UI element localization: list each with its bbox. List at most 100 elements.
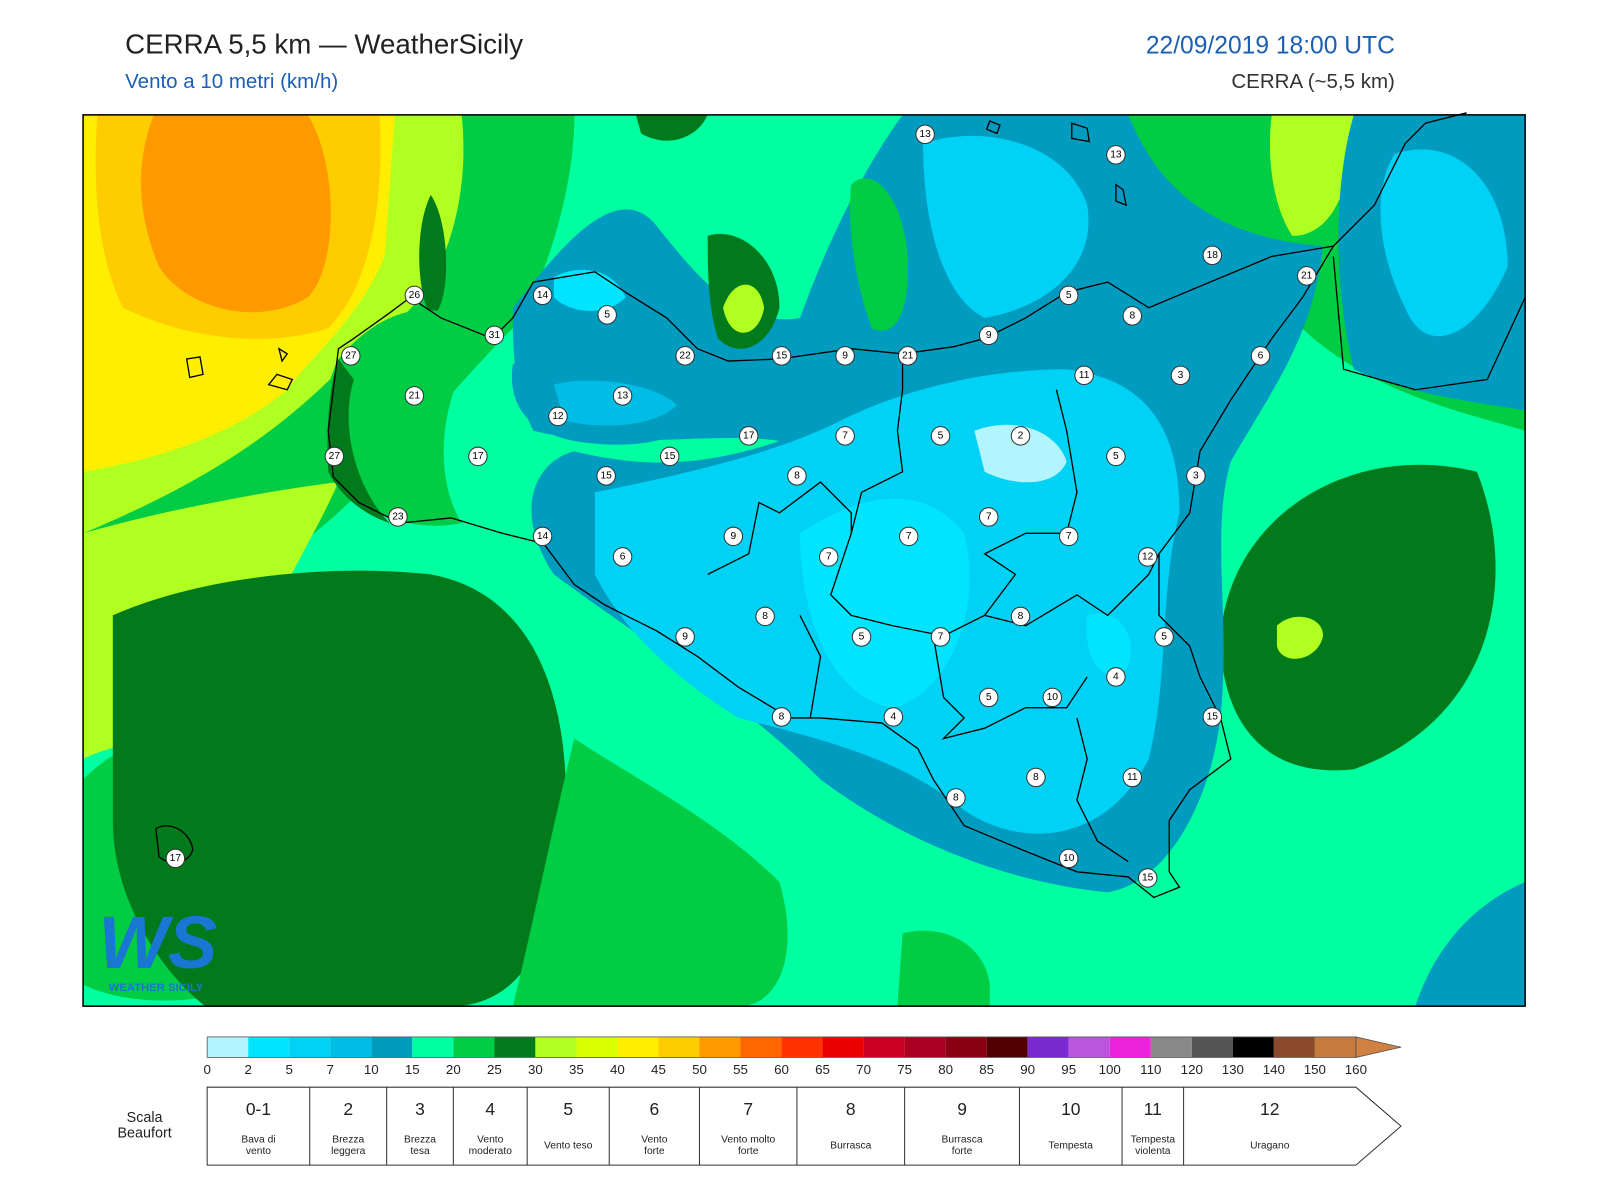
station-marker	[897, 346, 918, 366]
logo: WS WEATHER SICILY	[98, 901, 217, 994]
station-value: 9	[730, 531, 736, 542]
station-marker	[597, 305, 617, 325]
station-marker	[404, 386, 425, 406]
colorbar-bin	[289, 1036, 331, 1058]
station: 14	[532, 526, 553, 547]
colorbar-tick-label: 40	[610, 1062, 625, 1077]
station-marker	[1202, 245, 1223, 266]
colorbar-bin	[863, 1036, 905, 1058]
colorbar-tick-label: 140	[1263, 1062, 1285, 1077]
beaufort-force: 4	[485, 1099, 495, 1119]
station: 21	[897, 346, 918, 366]
station-value: 12	[552, 411, 564, 422]
beaufort-frame	[206, 1086, 1402, 1166]
station-value: 6	[620, 551, 626, 562]
colorbar-tick-label: 160	[1345, 1062, 1367, 1077]
station: 13	[1106, 145, 1126, 165]
colorbar-bin	[207, 1036, 249, 1058]
station-value: 8	[1018, 611, 1024, 622]
station-value: 31	[489, 330, 501, 341]
station-marker	[675, 627, 695, 647]
station: 8	[755, 606, 775, 627]
station-marker	[946, 788, 966, 808]
station-value: 4	[890, 711, 896, 722]
colorbar-tick-label: 0	[203, 1062, 210, 1077]
station-marker	[898, 526, 919, 547]
beaufort-title: Beaufort	[117, 1125, 171, 1141]
station-value: 10	[1047, 692, 1059, 703]
station-value: 17	[170, 853, 182, 864]
colorbar-tick-label: 130	[1222, 1062, 1244, 1077]
station-value: 4	[1113, 671, 1119, 682]
beaufort-name: violenta	[1135, 1146, 1171, 1157]
station-value: 5	[1066, 290, 1072, 301]
station-value: 3	[1178, 370, 1184, 381]
station-value: 18	[1207, 250, 1219, 261]
station-marker	[1154, 627, 1174, 647]
colorbar-bin	[658, 1036, 700, 1058]
beaufort-name: Vento	[477, 1135, 504, 1146]
station-marker	[1106, 145, 1126, 165]
colorbar-tick-label: 75	[897, 1062, 912, 1077]
colorbar-tick-label: 7	[327, 1062, 334, 1077]
colorbar-frame	[206, 1036, 1357, 1058]
colorbar-tick-label: 20	[446, 1062, 461, 1077]
beaufort-name: tesa	[410, 1146, 430, 1157]
station-value: 5	[1161, 631, 1167, 642]
station: 12	[548, 406, 568, 427]
station-value: 7	[1066, 531, 1072, 542]
beaufort-force: 6	[650, 1099, 660, 1119]
station: 17	[468, 446, 488, 467]
station: 6	[612, 547, 633, 567]
station-value: 13	[919, 129, 931, 140]
station: 17	[165, 848, 186, 869]
station-marker	[596, 466, 616, 486]
station-marker	[915, 124, 935, 145]
station: 8	[771, 707, 792, 727]
colorbar-bin	[1191, 1036, 1233, 1058]
station: 7	[930, 627, 951, 647]
station-value: 5	[604, 309, 610, 320]
beaufort-force: 10	[1061, 1099, 1081, 1119]
title: CERRA 5,5 km — WeatherSicily	[125, 28, 523, 59]
station: 11	[1074, 365, 1094, 386]
beaufort-name: Tempesta	[1131, 1135, 1176, 1146]
station: 5	[978, 687, 999, 708]
colorbar-bin	[1150, 1036, 1192, 1058]
station: 12	[1137, 547, 1158, 567]
colorbar-tick-label: 70	[856, 1062, 871, 1077]
station-value: 22	[679, 350, 691, 361]
station-value: 8	[762, 611, 768, 622]
station-marker	[1042, 687, 1063, 708]
station: 9	[978, 325, 999, 346]
station-value: 8	[1129, 310, 1135, 321]
station-value: 5	[986, 692, 992, 703]
colorbar-bin	[371, 1036, 413, 1058]
station-marker	[1202, 707, 1223, 727]
station-value: 8	[779, 711, 785, 722]
station-marker	[930, 627, 951, 647]
station-marker	[165, 848, 186, 869]
station-marker	[771, 346, 792, 366]
station: 15	[771, 346, 792, 366]
station-value: 12	[1142, 551, 1154, 562]
station-value: 5	[859, 631, 865, 642]
colorbar-bin	[1027, 1036, 1069, 1058]
station-marker	[787, 466, 807, 486]
station-marker	[468, 446, 488, 467]
station-value: 15	[776, 350, 788, 361]
colorbar-bin	[822, 1036, 864, 1058]
station-marker	[612, 547, 633, 567]
station-value: 2	[1018, 430, 1024, 441]
station-value: 9	[986, 330, 992, 341]
logo-mark: WS	[98, 901, 217, 984]
station: 18	[1202, 245, 1223, 266]
station-marker	[675, 346, 695, 366]
station-marker	[324, 446, 345, 467]
station: 3	[1186, 466, 1206, 486]
colorbar-tick-label: 25	[487, 1062, 502, 1077]
map-frame	[82, 114, 1526, 1007]
station-marker	[1250, 346, 1271, 366]
station: 15	[660, 446, 680, 467]
